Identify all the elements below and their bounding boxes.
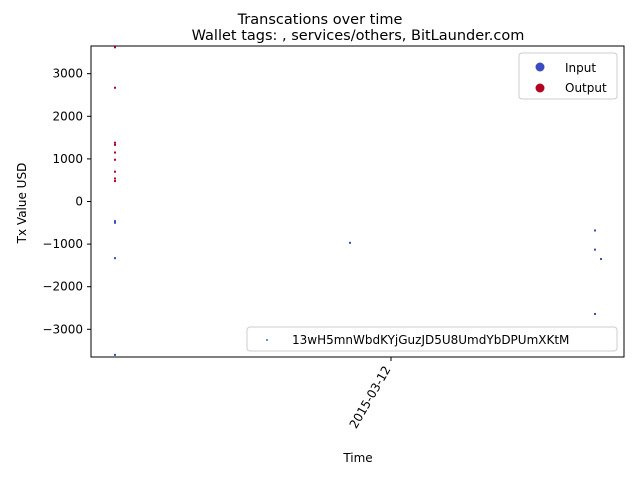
x-axis: 2015-03-12 [347, 357, 394, 431]
point-output [114, 46, 116, 49]
legend-address-box [246, 326, 618, 352]
y-axis-label: Tx Value USD [15, 163, 29, 245]
point-input [114, 220, 116, 223]
point-output [114, 177, 116, 180]
x-axis-label: Time [342, 451, 372, 465]
legend-address-label: 13wH5mnWbdKYjGuzJD5U8UmdYbDPUmXKtM [292, 333, 569, 347]
point-output [114, 86, 116, 89]
y-tick-label: 2000 [52, 109, 83, 123]
point-input [114, 257, 116, 260]
point-input [349, 241, 351, 244]
legend-output-label: Output [565, 81, 607, 95]
legend-address-marker [266, 339, 268, 341]
legend-classes: Input Output [518, 52, 618, 100]
point-output [114, 141, 116, 144]
chart-suptitle: Transcations over time [237, 12, 403, 28]
y-tick-label: 3000 [52, 67, 83, 81]
y-tick-label: 0 [75, 195, 83, 209]
point-output [114, 158, 116, 161]
data-points [114, 46, 602, 356]
chart-title: Wallet tags: , services/others, BitLaund… [192, 28, 525, 44]
point-output [114, 170, 116, 173]
point-output [114, 143, 116, 146]
y-tick-label: −3000 [42, 322, 83, 336]
point-output [114, 180, 116, 183]
y-tick-label: 1000 [52, 152, 83, 166]
point-input [114, 353, 116, 356]
point-input [594, 229, 596, 232]
point-input [594, 248, 596, 251]
x-tick-label: 2015-03-12 [347, 364, 394, 431]
point-input [594, 312, 596, 315]
legend-input-label: Input [565, 61, 596, 75]
legend-input-marker [535, 62, 545, 72]
y-tick-label: −2000 [42, 280, 83, 294]
y-axis: −3000 −2000 −1000 0 1000 2000 3000 [42, 67, 91, 336]
point-input [114, 221, 116, 224]
legend-address: 13wH5mnWbdKYjGuzJD5U8UmdYbDPUmXKtM [246, 326, 618, 352]
legend-output-marker [535, 83, 545, 93]
point-input [600, 258, 602, 261]
point-output [114, 151, 116, 154]
y-tick-label: −1000 [42, 237, 83, 251]
